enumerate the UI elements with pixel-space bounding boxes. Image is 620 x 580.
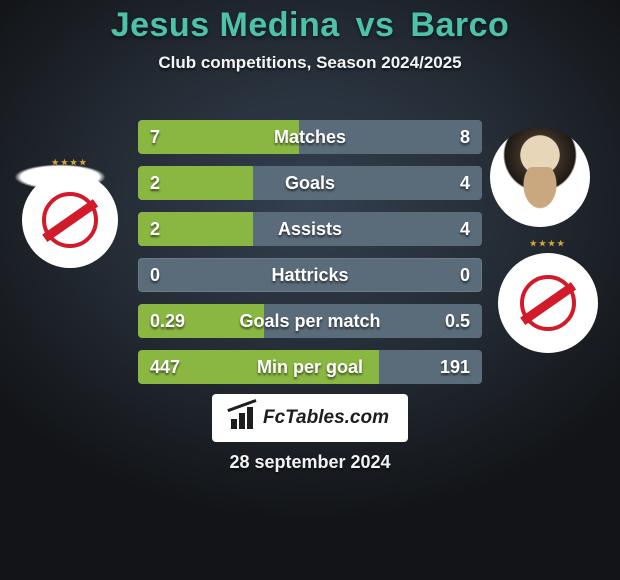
badge-stars-icon: ★★★★ — [530, 239, 567, 248]
stat-row: 447 Min per goal 191 — [138, 350, 482, 384]
badge-stars-icon: ★★★★ — [52, 158, 89, 167]
stat-row: 0.29 Goals per match 0.5 — [138, 304, 482, 338]
stat-row: 0 Hattricks 0 — [138, 258, 482, 292]
subtitle: Club competitions, Season 2024/2025 — [0, 53, 620, 73]
player1-name: Jesus Medina — [111, 6, 340, 44]
player2-avatar — [490, 127, 590, 227]
stat-label: Goals — [138, 166, 482, 200]
comparison-infographic: Jesus Medina vs Barco Club competitions,… — [0, 0, 620, 580]
brand-watermark: FcTables.com — [212, 394, 408, 442]
stat-label: Hattricks — [138, 258, 482, 292]
stat-value-right: 4 — [448, 166, 482, 200]
stat-label: Matches — [138, 120, 482, 154]
stat-row: 7 Matches 8 — [138, 120, 482, 154]
player2-name: Barco — [410, 6, 509, 44]
club-crest-icon — [42, 192, 98, 248]
player2-club-badge: ★★★★ — [498, 253, 598, 353]
stats-bar-chart: 7 Matches 8 2 Goals 4 2 Assists 4 0 Hatt… — [138, 120, 482, 396]
stat-row: 2 Goals 4 — [138, 166, 482, 200]
stat-row: 2 Assists 4 — [138, 212, 482, 246]
stat-value-right: 191 — [428, 350, 482, 384]
snapshot-date: 28 september 2024 — [0, 452, 620, 473]
stat-label: Goals per match — [138, 304, 482, 338]
fctables-logo-icon — [231, 407, 257, 429]
stat-value-right: 0 — [448, 258, 482, 292]
stat-value-right: 4 — [448, 212, 482, 246]
brand-text: FcTables.com — [263, 407, 389, 429]
stat-value-right: 0.5 — [433, 304, 482, 338]
stat-label: Assists — [138, 212, 482, 246]
club-crest-icon — [520, 275, 576, 331]
player1-club-badge: ★★★★ — [22, 172, 118, 268]
stat-value-right: 8 — [448, 120, 482, 154]
vs-separator: vs — [356, 6, 395, 44]
headline: Jesus Medina vs Barco — [0, 0, 620, 45]
